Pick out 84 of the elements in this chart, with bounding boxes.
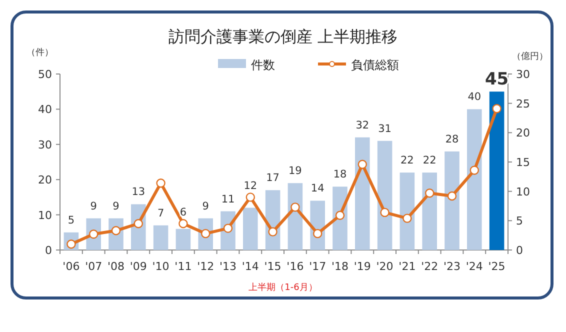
x-tick-label: '11	[174, 260, 192, 273]
data-label: 19	[288, 165, 302, 178]
x-tick-label: '15	[264, 260, 282, 273]
point	[402, 214, 412, 223]
data-label: 32	[356, 119, 370, 132]
y-tick-label: 0	[45, 244, 52, 257]
data-label: 31	[378, 122, 392, 135]
x-tick-label: '07	[85, 260, 102, 273]
bar	[377, 140, 392, 250]
x-tick-label: '22	[421, 260, 438, 273]
point	[178, 219, 188, 228]
text: 上半期（1-6月）	[248, 282, 318, 293]
bar	[176, 228, 191, 250]
data-label: 5	[68, 214, 75, 226]
bar	[400, 172, 415, 250]
point	[492, 104, 502, 114]
y2-axis-title: （億円）	[512, 51, 548, 62]
data-label: 9	[112, 200, 120, 212]
x-tick-label: '08	[107, 260, 125, 273]
x-tick-label: '06	[62, 260, 80, 273]
point	[313, 228, 322, 238]
point	[470, 166, 479, 175]
x-tick-label: '17	[309, 260, 326, 273]
x-tick-label: '25	[488, 260, 506, 273]
y2-tick-label: 5	[516, 214, 523, 228]
data-label: 7	[157, 207, 164, 220]
point	[447, 191, 457, 201]
x-tick-label: '19	[354, 260, 371, 273]
x-tick-label: '13	[219, 260, 237, 273]
data-label: 22	[400, 154, 414, 167]
data-label: 22	[422, 154, 436, 167]
x-tick-label: '24	[466, 260, 483, 273]
data-label: 18	[333, 168, 347, 181]
data-label: 17	[266, 172, 280, 184]
y-axis-title: （件）	[26, 47, 54, 58]
x-tick-label: '21	[398, 260, 416, 273]
y-tick-label: 20	[38, 174, 52, 187]
data-label: 28	[445, 133, 459, 146]
data-label: 9	[90, 200, 97, 212]
y2-tick-label: 0	[516, 244, 523, 257]
point	[156, 178, 166, 188]
x-tick-label: '12	[197, 260, 214, 273]
point	[425, 188, 434, 198]
y2-tick-label: 25	[516, 97, 530, 110]
data-label: 13	[132, 186, 146, 198]
bar	[467, 109, 482, 250]
point	[246, 192, 255, 202]
y2-tick-label: 10	[516, 185, 530, 198]
legend-label: 件数	[251, 58, 275, 72]
legend-label: 負債総額	[351, 58, 399, 72]
y2-tick-label: 30	[516, 68, 530, 81]
x-tick-label: '16	[286, 260, 304, 273]
data-label: 11	[221, 193, 235, 206]
y-tick-label: 40	[38, 103, 52, 116]
point	[358, 160, 367, 169]
y-tick-label: 10	[38, 208, 52, 222]
x-tick-label: '23	[443, 260, 461, 273]
y2-tick-label: 20	[516, 126, 530, 140]
point	[380, 208, 390, 218]
data-label: 9	[202, 200, 209, 212]
point	[268, 227, 278, 236]
x-tick-label: '09	[130, 260, 147, 273]
data-label: 14	[310, 182, 325, 195]
data-label: 12	[244, 180, 258, 192]
x-tick-label: '14	[242, 260, 259, 273]
bar	[444, 151, 460, 250]
bar	[153, 225, 168, 250]
bar	[355, 137, 370, 250]
chart-title: 訪問介護事業の倒産 上半期推移	[168, 27, 398, 46]
y2-tick-label: 15	[516, 156, 530, 169]
y-tick-label: 50	[38, 68, 52, 81]
y-tick-label: 30	[38, 138, 52, 152]
point	[290, 202, 300, 212]
point	[335, 210, 345, 220]
data-label: 6	[180, 206, 187, 219]
data-label: 40	[468, 91, 482, 104]
data-label: 45	[484, 70, 509, 90]
bar	[422, 172, 437, 250]
x-tick-label: '18	[331, 260, 349, 273]
bar	[243, 208, 258, 250]
bar	[489, 92, 504, 250]
point	[134, 219, 143, 228]
x-tick-label: '10	[152, 260, 170, 273]
x-tick-label: '20	[376, 260, 394, 273]
